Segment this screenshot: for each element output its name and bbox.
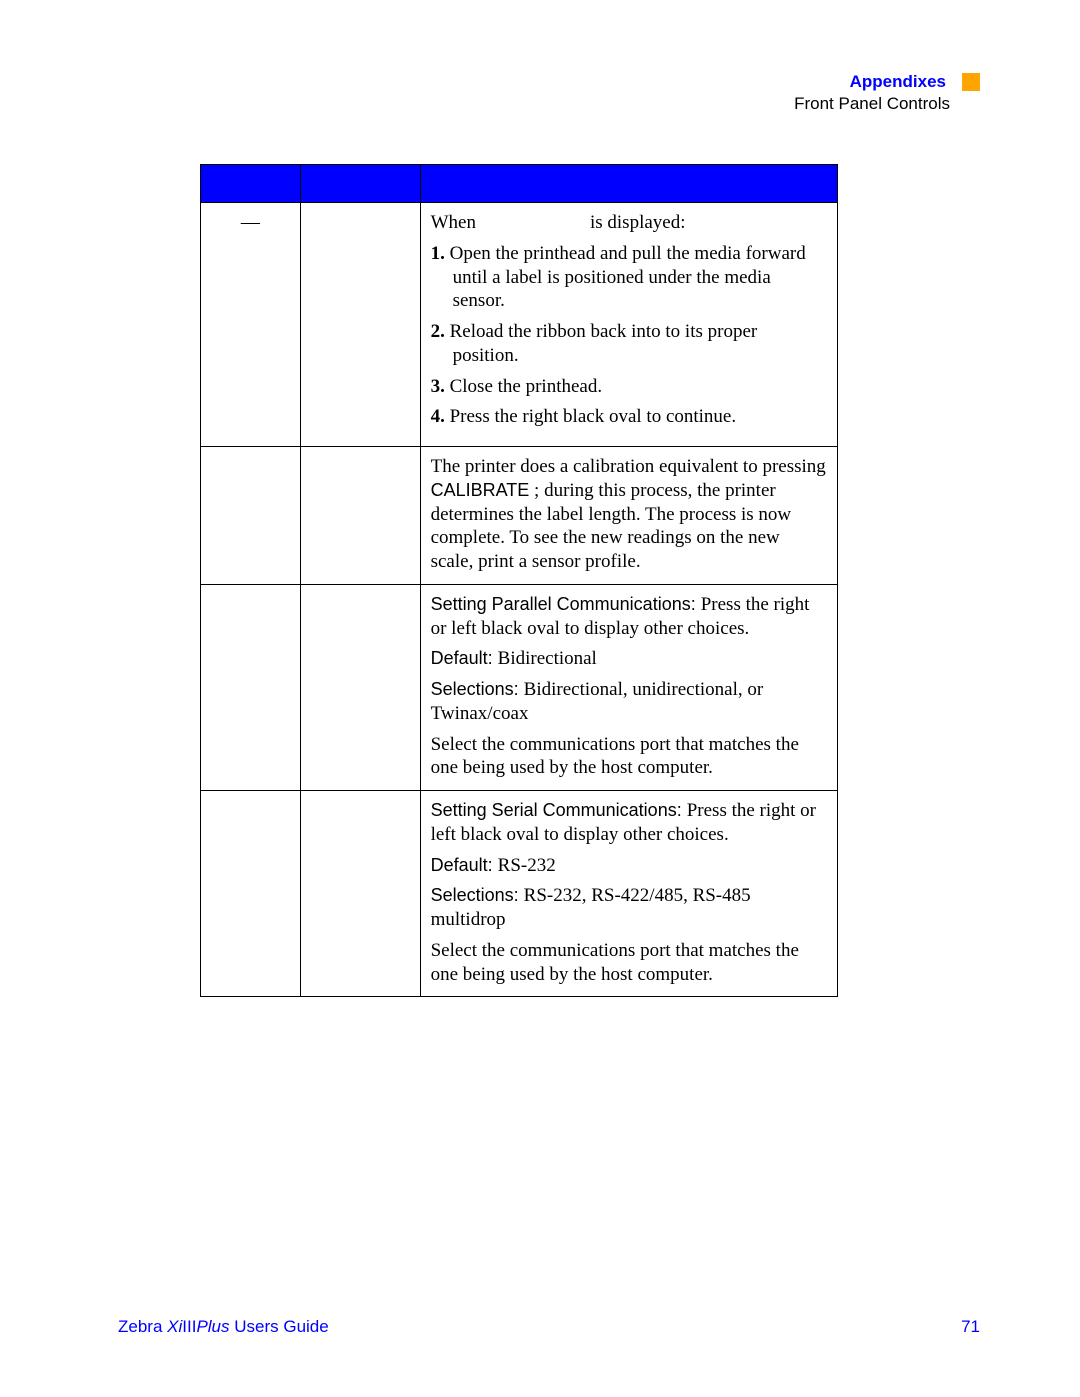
page-header: Appendixes Front Panel Controls xyxy=(794,72,980,114)
table-row: Setting Serial Communications: Press the… xyxy=(201,791,838,997)
table-header-col1 xyxy=(201,165,301,203)
brand-ital1: Xi xyxy=(167,1317,182,1336)
serial-default: Default: RS-232 xyxy=(431,854,827,878)
step-num: 2. xyxy=(431,321,445,342)
brand-pre: Zebra xyxy=(118,1317,167,1336)
cell-calibration: The printer does a calibration equivalen… xyxy=(420,447,837,585)
default-value: RS-232 xyxy=(498,855,556,876)
parallel-selections: Selections: Bidirectional, unidirectiona… xyxy=(431,678,827,726)
page-footer: Zebra XiIIIPlus Users Guide 71 xyxy=(118,1317,980,1337)
selections-label: Selections: xyxy=(431,885,524,905)
cell-empty xyxy=(300,203,420,447)
cell-empty xyxy=(201,791,301,997)
step-item: 3. Close the printhead. xyxy=(431,375,827,399)
serial-title: Setting Serial Communications: xyxy=(431,800,687,820)
step-num: 1. xyxy=(431,243,445,264)
cell-empty xyxy=(300,447,420,585)
cell-empty xyxy=(300,584,420,790)
cell-parallel: Setting Parallel Communications: Press t… xyxy=(420,584,837,790)
header-row: Appendixes xyxy=(794,72,980,92)
step-text: Reload the ribbon back into to its prope… xyxy=(445,321,757,366)
step-text: Close the printhead. xyxy=(445,376,602,397)
brand-mid: III xyxy=(182,1317,196,1336)
step-item: 4. Press the right black oval to continu… xyxy=(431,405,827,429)
parallel-default: Default: Bidirectional xyxy=(431,647,827,671)
footer-brand: Zebra XiIIIPlus Users Guide xyxy=(118,1317,329,1336)
cell-empty xyxy=(300,791,420,997)
parallel-heading: Setting Parallel Communications: Press t… xyxy=(431,593,827,641)
cell-empty xyxy=(201,447,301,585)
step-item: 2. Reload the ribbon back into to its pr… xyxy=(431,320,827,368)
table-row: — When is displayed: 1. Open the printhe… xyxy=(201,203,838,447)
default-label: Default: xyxy=(431,855,498,875)
serial-footer: Select the communications port that matc… xyxy=(431,939,827,987)
table-header-row xyxy=(201,165,838,203)
table-header-col2 xyxy=(300,165,420,203)
selections-label: Selections: xyxy=(431,679,524,699)
brand-ital2: Plus xyxy=(196,1317,229,1336)
serial-heading: Setting Serial Communications: Press the… xyxy=(431,799,827,847)
header-subtitle: Front Panel Controls xyxy=(794,94,950,114)
step-text: Press the right black oval to continue. xyxy=(445,406,736,427)
when-post: is displayed: xyxy=(585,212,685,233)
cell-dash: — xyxy=(201,203,301,447)
serial-selections: Selections: RS-232, RS-422/485, RS-485 m… xyxy=(431,884,827,932)
page-number: 71 xyxy=(961,1317,980,1337)
table-row: The printer does a calibration equivalen… xyxy=(201,447,838,585)
step-text: Open the printhead and pull the media fo… xyxy=(445,243,806,312)
calibrate-label: CALIBRATE xyxy=(431,480,530,500)
controls-table: — When is displayed: 1. Open the printhe… xyxy=(200,164,838,997)
parallel-title: Setting Parallel Communications: xyxy=(431,594,701,614)
step-num: 3. xyxy=(431,376,445,397)
default-value: Bidirectional xyxy=(498,648,597,669)
parallel-footer: Select the communications port that matc… xyxy=(431,733,827,781)
table-header-col3 xyxy=(420,165,837,203)
cell-empty xyxy=(201,584,301,790)
calib-pre: The printer does a calibration equivalen… xyxy=(431,456,826,477)
default-label: Default: xyxy=(431,648,498,668)
brand-post: Users Guide xyxy=(230,1317,329,1336)
steps-list: 1. Open the printhead and pull the media… xyxy=(431,242,827,429)
step-item: 1. Open the printhead and pull the media… xyxy=(431,242,827,313)
cell-instructions: When is displayed: 1. Open the printhead… xyxy=(420,203,837,447)
header-square-icon xyxy=(962,73,980,91)
table-row: Setting Parallel Communications: Press t… xyxy=(201,584,838,790)
when-line: When is displayed: xyxy=(431,211,827,235)
step-num: 4. xyxy=(431,406,445,427)
document-page: Appendixes Front Panel Controls — When i… xyxy=(0,0,1080,1397)
when-pre: When xyxy=(431,212,481,233)
header-title: Appendixes xyxy=(850,72,946,92)
cell-serial: Setting Serial Communications: Press the… xyxy=(420,791,837,997)
